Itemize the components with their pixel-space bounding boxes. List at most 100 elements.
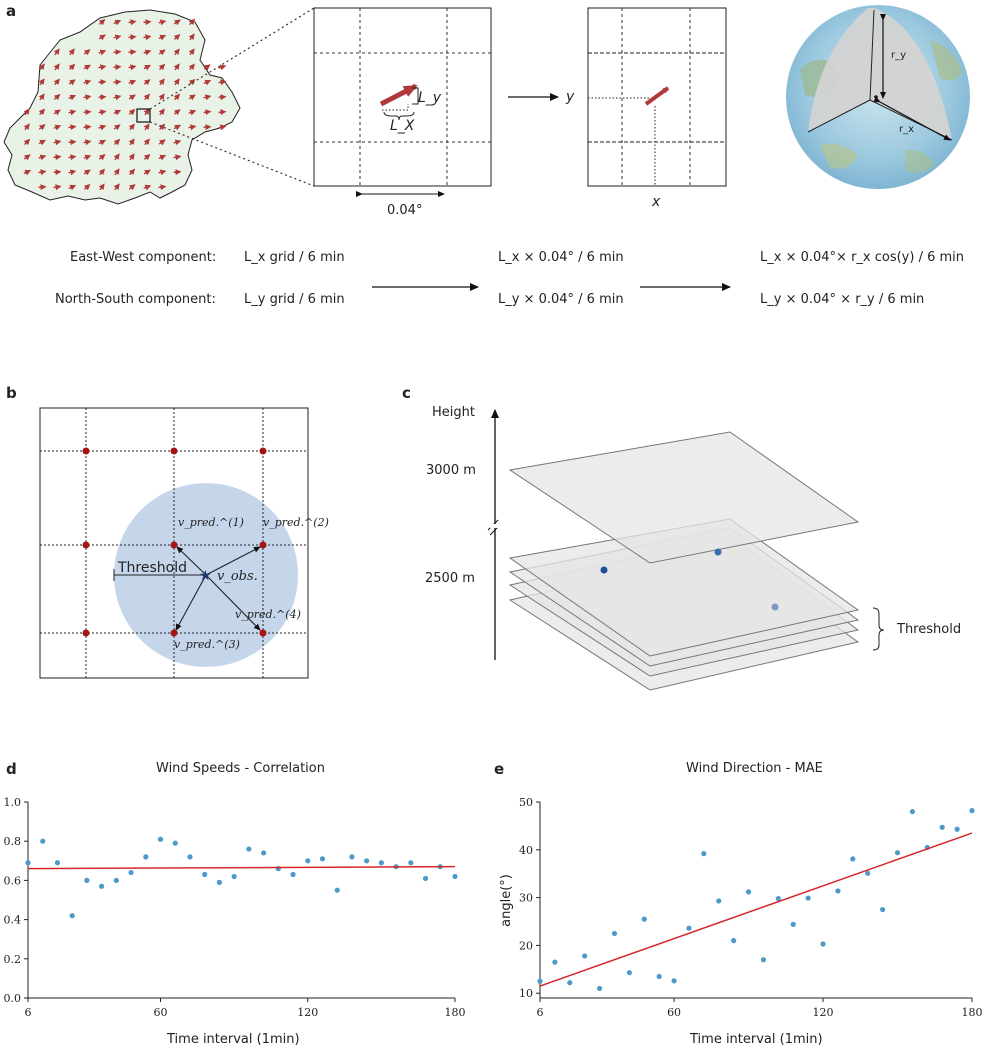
data-point <box>820 941 826 947</box>
data-point <box>850 856 856 862</box>
wind-arrow <box>158 19 167 26</box>
wind-arrow <box>128 34 137 41</box>
wind-arrow <box>68 63 76 71</box>
threshold-label-b: Threshold <box>118 560 187 576</box>
label-ly: L_y <box>418 90 442 106</box>
wind-arrow <box>98 79 107 86</box>
panel-c <box>487 409 885 691</box>
wind-arrow <box>83 109 92 116</box>
wind-arrow <box>98 124 107 131</box>
wind-arrow <box>128 49 137 56</box>
wind-arrow <box>53 169 62 176</box>
obs-star: ★ <box>199 568 212 584</box>
wind-arrow <box>38 184 47 191</box>
data-point <box>99 883 105 889</box>
wind-vector-arrow <box>379 83 418 107</box>
v-pred-4-label: v_pred.^(4) <box>235 608 301 621</box>
wind-arrow <box>23 138 31 146</box>
wind-arrow <box>218 109 227 116</box>
station-point-2 <box>714 548 722 556</box>
wind-arrow <box>98 154 106 161</box>
trend-line <box>27 865 456 870</box>
wind-arrow <box>98 49 107 56</box>
wind-arrow <box>83 79 92 86</box>
data-point <box>611 930 618 937</box>
wind-arrow <box>188 78 196 86</box>
wind-arrow <box>173 109 181 116</box>
data-point <box>686 925 692 931</box>
wind-arrow <box>68 169 77 176</box>
x-tick-label: 180 <box>962 1006 983 1019</box>
data-point <box>84 877 90 884</box>
ns-metric-formula: L_y × 0.04° × r_y / 6 min <box>760 292 925 307</box>
x-tick-label: 6 <box>537 1006 544 1019</box>
wind-arrow <box>158 169 167 176</box>
wind-arrow <box>113 183 120 191</box>
x-tick-label: 180 <box>445 1006 466 1019</box>
wind-arrow <box>158 63 166 71</box>
wind-arrow <box>128 168 136 176</box>
data-point <box>40 838 46 844</box>
wind-arrow <box>113 64 122 71</box>
level-2500-label: 2500 m <box>425 571 475 586</box>
panel-letter-a: a <box>6 2 17 20</box>
wind-arrow <box>143 123 150 131</box>
ns-component-label: North-South component: <box>55 292 216 307</box>
x-tick-label: 120 <box>297 1006 318 1019</box>
wind-arrow <box>38 108 45 116</box>
wind-arrow <box>203 64 211 71</box>
wind-arrow <box>143 184 152 191</box>
wind-arrow <box>188 18 195 26</box>
wind-arrow <box>113 94 122 101</box>
chart-d-xlabel: Time interval (1min) <box>167 1032 300 1047</box>
y-tick-label: 1.0 <box>4 796 22 809</box>
wind-arrow <box>143 34 152 41</box>
wind-arrow <box>143 138 150 146</box>
x-tick-label: 6 <box>25 1006 32 1019</box>
wind-arrow-field <box>23 18 227 191</box>
wind-arrow <box>53 154 62 161</box>
wind-arrow <box>188 94 196 101</box>
wind-arrow <box>53 63 60 71</box>
wind-arrow <box>158 108 165 116</box>
data-point <box>894 850 901 856</box>
wind-arrow <box>68 139 77 146</box>
wind-arrow <box>38 169 47 176</box>
wind-arrow <box>98 64 107 71</box>
chart-e-title: Wind Direction - MAE <box>686 761 823 776</box>
chart-e-xlabel: Time interval (1min) <box>690 1032 823 1047</box>
wind-arrow <box>83 183 91 191</box>
wind-arrow <box>113 153 120 161</box>
wind-arrow <box>83 94 92 101</box>
data-point <box>319 856 326 862</box>
wind-arrow <box>218 64 227 71</box>
data-point <box>865 870 871 876</box>
wind-arrow <box>68 109 77 116</box>
wind-arrow <box>203 109 212 116</box>
data-point <box>408 860 414 866</box>
wind-arrow <box>113 109 122 116</box>
wind-arrow <box>173 154 182 161</box>
chart-d: 6 60 120 180 0.0 0.2 0.4 0.6 0.8 1.0 <box>4 796 466 1019</box>
x-tick-label: 60 <box>154 1006 168 1019</box>
label-ry: r_y <box>891 50 907 61</box>
height-axis-title: Height <box>432 405 475 420</box>
wind-arrow <box>158 78 165 86</box>
axis-y-label: y <box>566 89 575 105</box>
station-point-1 <box>600 566 608 574</box>
wind-arrow <box>53 109 61 116</box>
ew-metric-formula: L_x × 0.04°× r_x cos(y) / 6 min <box>760 250 965 265</box>
station-point-3 <box>771 603 779 611</box>
data-point <box>187 854 193 860</box>
wind-arrow <box>128 79 137 86</box>
wind-arrow <box>83 49 91 56</box>
v-pred-3-label: v_pred.^(3) <box>174 638 240 651</box>
data-point <box>790 921 796 927</box>
wind-arrow <box>143 169 151 176</box>
wind-arrow <box>158 34 167 41</box>
data-point <box>452 873 458 880</box>
wind-arrow <box>53 93 61 101</box>
data-point <box>760 957 767 963</box>
data-point <box>25 860 31 866</box>
axis-x-label: x <box>652 194 661 210</box>
